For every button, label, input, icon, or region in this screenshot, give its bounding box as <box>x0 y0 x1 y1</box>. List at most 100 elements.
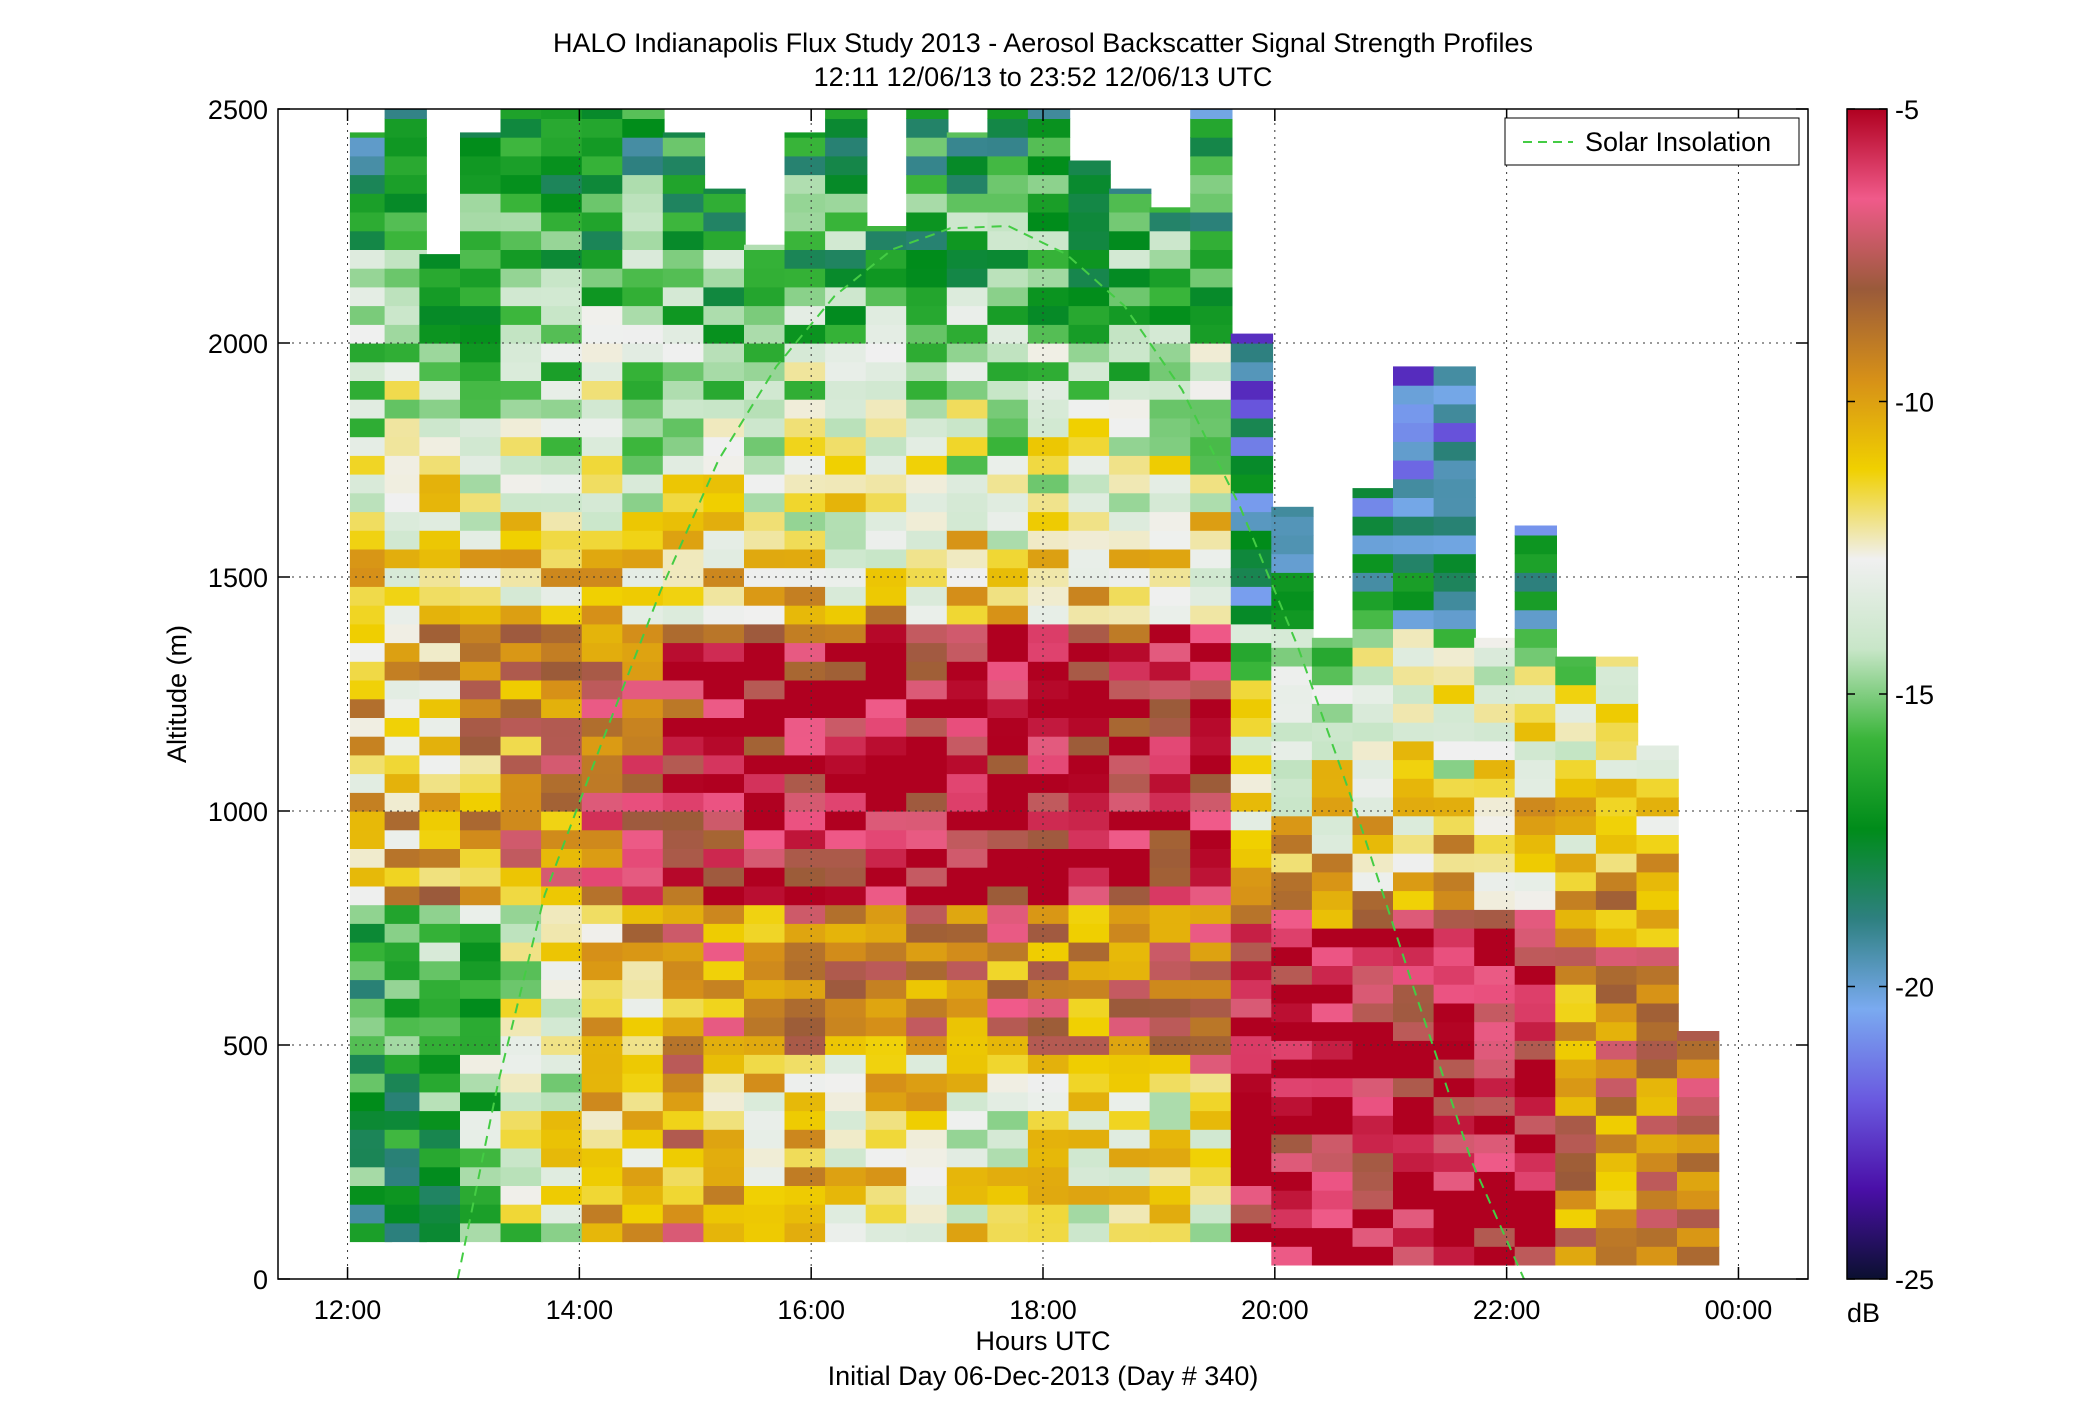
heatmap-cell <box>1149 586 1192 606</box>
heatmap-cell <box>703 474 746 494</box>
heatmap-cell <box>662 979 706 999</box>
heatmap-cell <box>349 548 393 569</box>
heatmap-cell <box>1393 609 1436 630</box>
heatmap-cell <box>419 680 462 700</box>
heatmap-cell <box>1677 1096 1720 1116</box>
heatmap-cell <box>500 492 543 513</box>
heatmap-cell <box>349 923 393 943</box>
heatmap-cell <box>744 867 787 887</box>
heatmap-cell <box>784 1073 827 1093</box>
heatmap-cell <box>662 698 706 718</box>
heatmap-cell <box>1068 1073 1111 1093</box>
heatmap-cell <box>1068 642 1111 662</box>
heatmap-cell <box>703 361 746 381</box>
heatmap-cell <box>987 1166 1030 1186</box>
heatmap-cell <box>1393 1021 1436 1041</box>
heatmap-cell <box>744 324 787 344</box>
heatmap-cell <box>349 343 393 363</box>
heatmap-cell <box>541 829 584 849</box>
heatmap-cell <box>1352 591 1395 611</box>
heatmap-cell <box>946 1204 990 1224</box>
heatmap-cell <box>1027 811 1071 831</box>
heatmap-cell <box>460 1185 503 1205</box>
heatmap-cell <box>784 417 827 438</box>
heatmap-cell <box>1595 815 1639 835</box>
heatmap-cell <box>1190 698 1233 718</box>
heatmap-cell <box>1027 885 1071 906</box>
heatmap-cell <box>1027 1185 1071 1205</box>
heatmap-cell <box>906 717 949 737</box>
heatmap-cell <box>987 698 1030 718</box>
heatmap-cell <box>987 792 1030 812</box>
heatmap-cell <box>744 792 787 812</box>
heatmap-cell <box>703 230 746 250</box>
heatmap-cell <box>1636 853 1679 873</box>
heatmap-cell <box>906 343 949 363</box>
heatmap-cell <box>1149 1073 1192 1093</box>
heatmap-cell <box>1149 680 1192 700</box>
heatmap-cell <box>581 118 624 138</box>
heatmap-cell <box>1514 778 1557 798</box>
heatmap-cell <box>1068 399 1111 419</box>
heatmap-cell <box>384 736 427 756</box>
heatmap-cell <box>1433 460 1476 480</box>
heatmap-cell <box>1027 1016 1071 1037</box>
heatmap-cell <box>1352 628 1395 648</box>
heatmap-cell <box>1230 380 1274 400</box>
heatmap-cell <box>1555 1152 1598 1172</box>
heatmap-cell <box>703 1073 746 1093</box>
heatmap-cell <box>541 474 584 494</box>
heatmap-cell <box>1514 591 1557 611</box>
heatmap-cell <box>825 455 868 475</box>
heatmap-cell <box>1149 1054 1192 1074</box>
heatmap-cell <box>703 1204 746 1224</box>
heatmap-cell <box>419 960 462 981</box>
heatmap-cell <box>1027 754 1071 775</box>
heatmap-cell <box>784 829 827 849</box>
heatmap-cell <box>662 567 706 587</box>
heatmap-cell <box>1514 890 1557 910</box>
heatmap-cell <box>703 567 746 587</box>
heatmap-cell <box>1068 885 1111 906</box>
heatmap-cell <box>1109 754 1152 775</box>
heatmap-cell <box>1393 684 1436 704</box>
heatmap-cell <box>541 118 584 138</box>
heatmap-cell <box>500 773 543 793</box>
heatmap-cell <box>865 717 908 737</box>
heatmap-cell <box>1068 268 1111 288</box>
heatmap-cell <box>784 305 827 325</box>
heatmap-cell <box>784 773 827 793</box>
heatmap-cell <box>744 829 787 849</box>
heatmap-cell <box>1068 511 1111 531</box>
heatmap-cell <box>865 1185 908 1205</box>
heatmap-cell <box>1149 230 1192 250</box>
heatmap-cell <box>744 1054 787 1074</box>
heatmap-cell <box>987 343 1030 363</box>
heatmap-cell <box>622 511 665 531</box>
heatmap-cell <box>1474 722 1517 742</box>
heatmap-cell <box>946 417 990 438</box>
heatmap-cell <box>1068 380 1111 400</box>
heatmap-cell <box>744 623 787 644</box>
heatmap-cell <box>865 698 908 718</box>
heatmap-cell <box>541 1035 584 1055</box>
heatmap-cell <box>541 923 584 943</box>
heatmap-cell <box>1352 1059 1395 1079</box>
heatmap-cell <box>1190 829 1233 849</box>
heatmap-cell <box>825 230 868 250</box>
heatmap-cell <box>384 623 427 644</box>
heatmap-cell <box>1109 436 1152 456</box>
heatmap-cell <box>784 979 827 999</box>
heatmap-cell <box>1149 1110 1192 1130</box>
heatmap-cell <box>541 1148 584 1168</box>
heatmap-cell <box>541 193 584 213</box>
heatmap-cell <box>384 586 427 606</box>
heatmap-cell <box>1555 853 1598 873</box>
heatmap-cell <box>1230 1129 1274 1149</box>
heatmap-cell <box>500 249 543 269</box>
heatmap-cell <box>349 829 393 849</box>
heatmap-cell <box>662 1148 706 1168</box>
heatmap-cell <box>1677 1031 1720 1041</box>
heatmap-cell <box>1190 530 1233 550</box>
heatmap-cell <box>946 792 990 812</box>
